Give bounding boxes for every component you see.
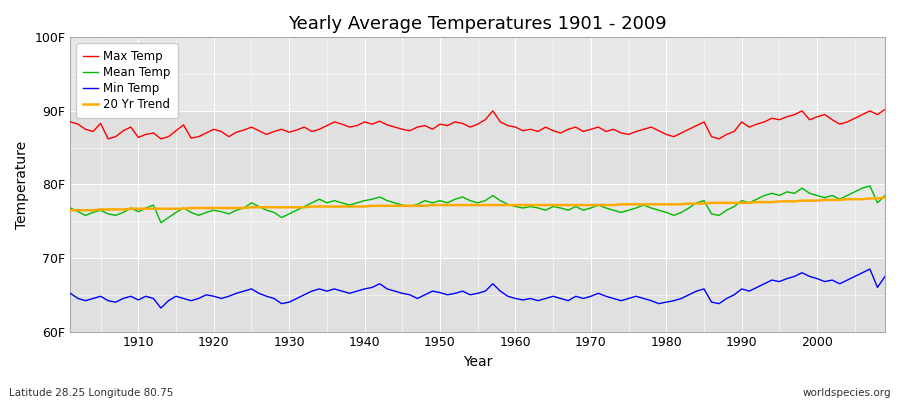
Text: Latitude 28.25 Longitude 80.75: Latitude 28.25 Longitude 80.75 xyxy=(9,388,174,398)
Mean Temp xyxy=(65,206,76,210)
Mean Temp xyxy=(125,206,136,210)
Bar xyxy=(70,37,885,111)
Min Temp xyxy=(608,296,619,301)
Max Temp xyxy=(518,128,528,133)
Min Temp xyxy=(879,274,890,279)
20 Yr Trend xyxy=(510,203,521,208)
Line: 20 Yr Trend: 20 Yr Trend xyxy=(70,198,885,210)
Title: Yearly Average Temperatures 1901 - 2009: Yearly Average Temperatures 1901 - 2009 xyxy=(288,15,667,33)
Mean Temp xyxy=(510,204,521,209)
20 Yr Trend xyxy=(879,195,890,200)
Max Temp xyxy=(608,127,619,132)
Max Temp xyxy=(879,107,890,112)
Line: Min Temp: Min Temp xyxy=(70,269,885,308)
Bar xyxy=(70,258,885,332)
20 Yr Trend xyxy=(502,203,513,208)
Mean Temp xyxy=(608,208,619,213)
20 Yr Trend xyxy=(600,203,611,208)
Max Temp xyxy=(65,120,76,124)
Text: worldspecies.org: worldspecies.org xyxy=(803,388,891,398)
Mean Temp xyxy=(865,184,876,188)
Min Temp xyxy=(65,291,76,296)
20 Yr Trend xyxy=(125,206,136,211)
20 Yr Trend xyxy=(65,208,76,213)
Min Temp xyxy=(865,267,876,272)
Min Temp xyxy=(156,306,166,310)
Mean Temp xyxy=(879,193,890,198)
Line: Max Temp: Max Temp xyxy=(70,110,885,139)
Mean Temp xyxy=(299,204,310,209)
Min Temp xyxy=(299,292,310,297)
Min Temp xyxy=(518,298,528,302)
Min Temp xyxy=(125,294,136,299)
Max Temp xyxy=(510,125,521,130)
Legend: Max Temp, Mean Temp, Min Temp, 20 Yr Trend: Max Temp, Mean Temp, Min Temp, 20 Yr Tre… xyxy=(76,43,178,118)
Max Temp xyxy=(103,136,113,141)
Min Temp xyxy=(510,296,521,301)
Max Temp xyxy=(133,135,144,140)
X-axis label: Year: Year xyxy=(463,355,492,369)
Bar xyxy=(70,111,885,184)
Y-axis label: Temperature: Temperature xyxy=(15,140,29,228)
Max Temp xyxy=(344,125,355,130)
Mean Temp xyxy=(344,203,355,208)
20 Yr Trend xyxy=(337,204,347,209)
Mean Temp xyxy=(156,220,166,225)
Min Temp xyxy=(344,291,355,296)
Line: Mean Temp: Mean Temp xyxy=(70,186,885,223)
20 Yr Trend xyxy=(292,205,302,210)
Bar xyxy=(70,184,885,258)
Mean Temp xyxy=(518,206,528,210)
Max Temp xyxy=(299,125,310,130)
